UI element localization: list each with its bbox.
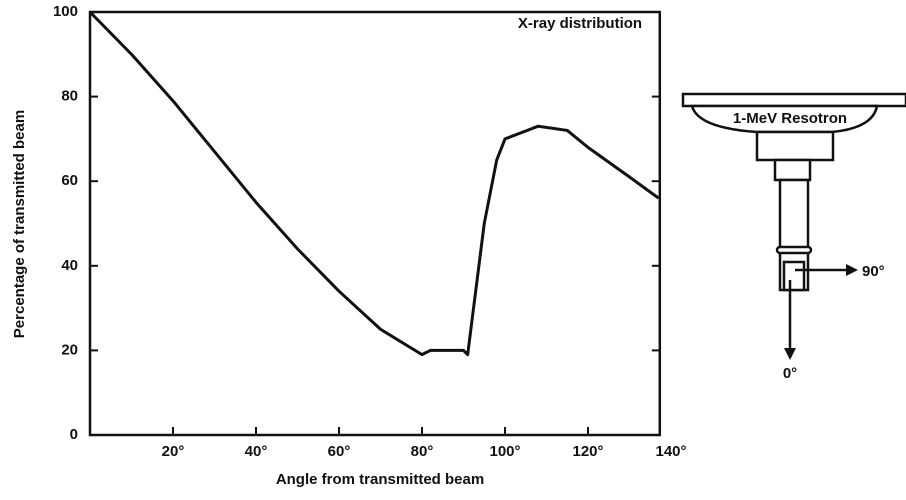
x-axis-label: Angle from transmitted beam xyxy=(276,471,484,488)
ring xyxy=(775,245,813,255)
x-tick-label: 140° xyxy=(655,443,686,460)
direction-label: 90° xyxy=(862,263,885,280)
resotron-diagram: 1-MeV Resotron 90° 0° xyxy=(681,92,906,382)
plate xyxy=(681,92,906,108)
annotation: X-ray distribution xyxy=(518,15,642,32)
y-axis-label: Percentage of transmitted beam xyxy=(11,110,28,338)
x-tick-label: 20° xyxy=(162,443,185,460)
base xyxy=(755,130,835,162)
plot-frame xyxy=(88,10,662,437)
target xyxy=(782,260,806,292)
x-tick-label: 120° xyxy=(572,443,603,460)
y-tick-label: 60 xyxy=(61,172,78,189)
x-tick-label: 100° xyxy=(489,443,520,460)
arrow-head xyxy=(784,348,796,360)
y-tick-label: 40 xyxy=(61,257,78,274)
y-tick-label: 0 xyxy=(70,426,78,443)
y-tick-label: 100 xyxy=(53,3,78,20)
data-line xyxy=(88,10,660,357)
y-tick-label: 80 xyxy=(61,88,78,105)
device-label: 1-MeV Resotron xyxy=(733,110,847,127)
direction-label: 0° xyxy=(783,365,797,382)
x-tick-label: 80° xyxy=(411,443,434,460)
x-tick-label: 60° xyxy=(328,443,351,460)
arrow-head xyxy=(846,264,858,276)
x-tick-label: 40° xyxy=(245,443,268,460)
y-tick-label: 20 xyxy=(61,341,78,358)
neck xyxy=(773,158,812,182)
